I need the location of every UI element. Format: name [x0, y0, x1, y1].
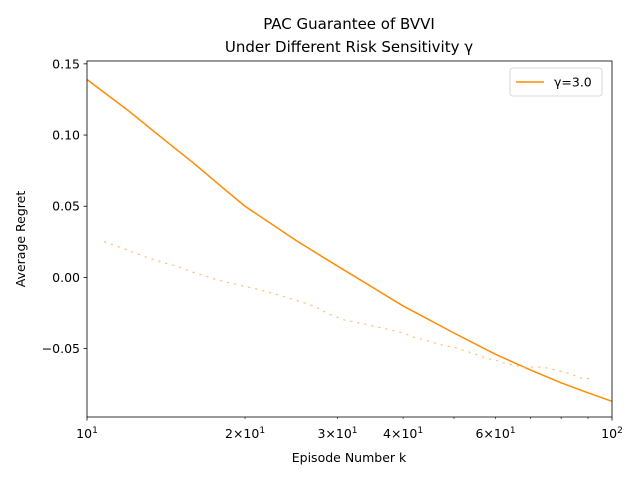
series-line-1	[86, 78, 613, 403]
x-tick-label: 102	[601, 426, 623, 441]
y-tick-label: 0.05	[52, 199, 80, 214]
legend-box	[509, 67, 603, 97]
x-tick-label: 4×101	[383, 426, 423, 441]
legend: γ=3.0	[509, 67, 603, 97]
plot-area: 0.15 0.10 0.05 0.00 −0.05 101 102 2×101 3×101 4×1…	[42, 56, 623, 441]
series-line-2	[103, 241, 594, 380]
legend-entry: γ=3.0	[554, 75, 592, 90]
y-tick-label: −0.05	[42, 341, 80, 356]
x-tick-label: 3×101	[317, 426, 357, 441]
chart-title: PAC Guarantee of BVVI	[263, 15, 435, 33]
y-tick-label: 0.15	[52, 56, 80, 71]
chart-subtitle: Under Different Risk Sensitivity γ	[225, 38, 473, 56]
y-axis-label: Average Regret	[13, 191, 28, 288]
x-axis-label: Episode Number k	[292, 450, 407, 465]
y-tick-label: 0.10	[52, 128, 80, 143]
y-tick-label: 0.00	[52, 270, 80, 285]
x-tick-label: 6×101	[475, 426, 515, 441]
axes-frame	[86, 60, 613, 418]
x-tick-label: 2×101	[225, 426, 265, 441]
x-tick-label: 101	[76, 426, 98, 441]
